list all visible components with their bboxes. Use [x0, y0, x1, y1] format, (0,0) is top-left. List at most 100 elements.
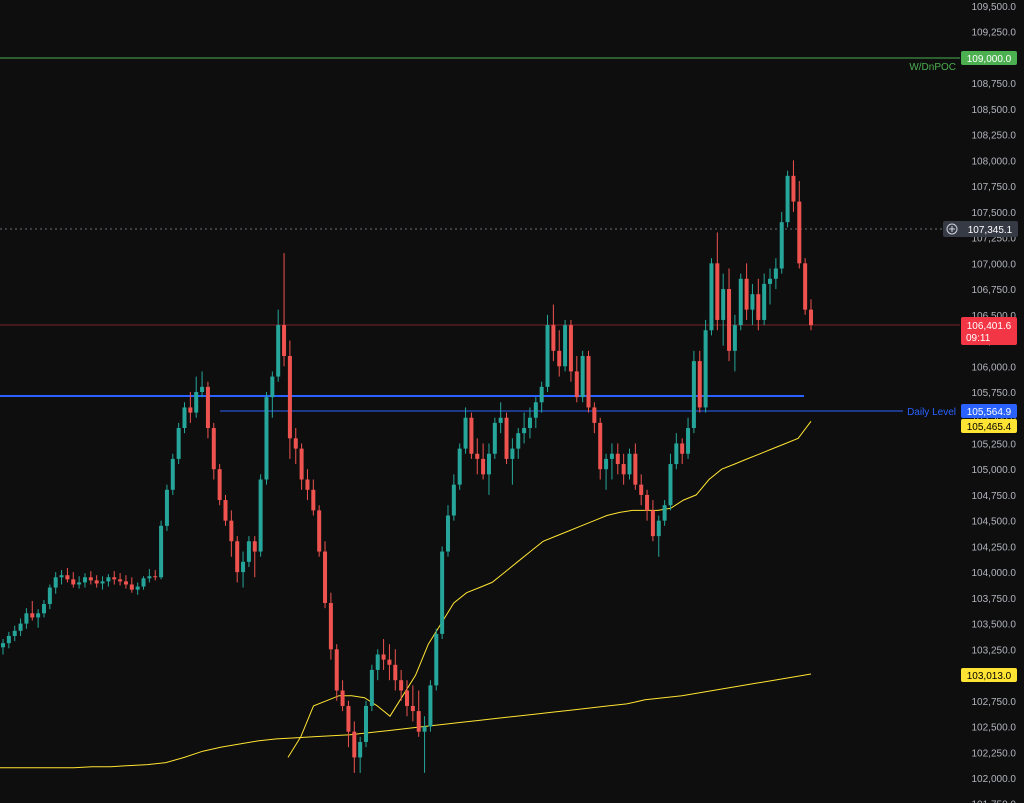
candle-body [510, 448, 515, 459]
plus-circle-icon[interactable] [946, 223, 958, 235]
candle-body [680, 443, 685, 454]
candle-body [252, 541, 257, 552]
candle-body [516, 433, 521, 449]
candle-body [188, 407, 193, 413]
candle-body [41, 604, 46, 614]
price-tick-label: 102,750.0 [972, 697, 1017, 708]
candle-body [650, 510, 655, 537]
ma-fast-badge [961, 419, 1017, 433]
daily-level-badge [961, 404, 1017, 418]
candle-body [328, 603, 333, 650]
price-tick-label: 106,750.0 [972, 285, 1017, 296]
candle-body [147, 576, 152, 579]
candles [1, 160, 813, 773]
candle-body [522, 428, 527, 434]
candle-body [674, 443, 679, 465]
candle-body [164, 489, 169, 526]
price-tick-label: 105,250.0 [972, 439, 1017, 450]
candle-body [18, 623, 23, 631]
price-tick-label: 104,500.0 [972, 517, 1017, 528]
candle-body [580, 355, 585, 398]
candle-body [463, 417, 468, 449]
candle-body [323, 551, 328, 604]
candle-countdown: 09:11 [966, 333, 991, 344]
price-tick-label: 102,000.0 [972, 774, 1017, 785]
price-tick-label: 102,500.0 [972, 723, 1017, 734]
candle-body [451, 484, 456, 516]
candle-body [141, 578, 146, 587]
candle-body [598, 422, 603, 470]
price-tick-label: 107,500.0 [972, 208, 1017, 219]
candle-body [475, 453, 480, 459]
candle-body [779, 222, 784, 269]
candle-body [721, 289, 726, 320]
candle-body [123, 581, 128, 585]
candle-body [241, 561, 246, 573]
price-tick-label: 107,000.0 [972, 259, 1017, 270]
candle-body [375, 654, 380, 670]
candle-body [750, 294, 755, 310]
candle-body [387, 659, 392, 665]
candle-body [77, 582, 82, 585]
candle-body [65, 575, 70, 580]
candle-body [53, 577, 58, 588]
candle-body [533, 402, 538, 418]
candle-body [416, 711, 421, 732]
candle-body [200, 386, 205, 392]
price-tick-label: 105,000.0 [972, 465, 1017, 476]
daily-level-label: Daily Level [907, 407, 956, 418]
candle-body [106, 577, 111, 582]
candle-body [176, 428, 181, 459]
candle-body [744, 278, 749, 310]
price-tick-label: 107,250.0 [972, 234, 1017, 245]
candle-body [615, 453, 620, 465]
candle-body [803, 263, 808, 310]
candle-body [229, 520, 234, 542]
ma-fast-line [287, 420, 812, 758]
candle-body [182, 407, 187, 429]
price-tick-label: 108,000.0 [972, 156, 1017, 167]
price-tick-label: 102,250.0 [972, 748, 1017, 759]
price-tick-label: 103,250.0 [972, 645, 1017, 656]
candle-body [205, 386, 210, 429]
candle-body [340, 690, 345, 706]
candle-body [287, 355, 292, 439]
candle-body [732, 325, 737, 351]
candle-body [258, 479, 263, 552]
candle-body [422, 726, 427, 732]
candle-body [527, 417, 532, 429]
w-dnpoc-value: 109,000.0 [967, 54, 1012, 65]
candle-body [686, 428, 691, 454]
crosshair-annotation: 107,345.1 [943, 221, 1018, 237]
candle-body [36, 613, 41, 618]
daily-level-value: 105,564.9 [967, 407, 1012, 418]
ma-fast-annotation: 105,465.4 [961, 419, 1017, 433]
candle-body [709, 263, 714, 331]
candle-body [539, 386, 544, 403]
last-price-badge [961, 317, 1017, 345]
candle-body [118, 579, 123, 582]
price-tick-label: 104,250.0 [972, 542, 1017, 553]
candle-body [364, 705, 369, 742]
candle-body [621, 464, 626, 475]
candle-body [270, 376, 275, 398]
candle-body [504, 417, 509, 459]
candle-body [369, 669, 374, 706]
candle-body [627, 453, 632, 475]
candle-body [211, 428, 216, 470]
candle-body [492, 422, 497, 454]
candle-body [100, 581, 105, 584]
price-tick-label: 107,750.0 [972, 182, 1017, 193]
candle-body [469, 417, 474, 454]
candle-body [12, 630, 17, 636]
candle-body [545, 325, 550, 387]
candle-body [434, 633, 439, 686]
candle-body [809, 309, 813, 326]
price-tick-label: 103,750.0 [972, 594, 1017, 605]
candle-body [346, 705, 351, 732]
price-tick-label: 106,000.0 [972, 362, 1017, 373]
candle-body [592, 407, 597, 423]
candle-body [264, 397, 269, 480]
candle-body [217, 469, 222, 501]
